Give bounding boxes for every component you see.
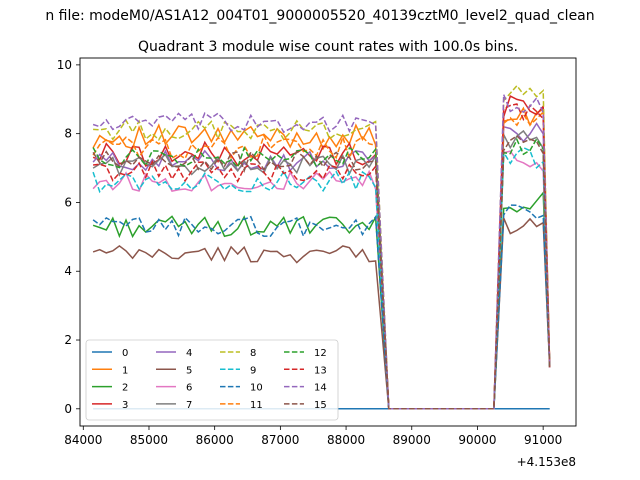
- x-tick-label: 88000: [327, 433, 365, 447]
- legend-label-8: 8: [250, 348, 256, 359]
- legend-label-11: 11: [250, 400, 263, 411]
- y-tick-label: 8: [64, 127, 72, 141]
- x-tick-label: 87000: [261, 433, 299, 447]
- legend-label-9: 9: [250, 365, 256, 376]
- y-axis-ticks: 0 2 4 6 8 10: [57, 58, 80, 416]
- x-tick-label: 84000: [64, 433, 102, 447]
- series-line-10: [92, 204, 551, 410]
- series-layer: [92, 84, 551, 410]
- series-line-15: [92, 134, 551, 410]
- legend-label-0: 0: [122, 348, 128, 359]
- legend-label-4: 4: [186, 348, 192, 359]
- series-line-12: [92, 137, 551, 410]
- legend-label-2: 2: [122, 383, 128, 394]
- x-offset-label: +4.153e8: [517, 455, 576, 469]
- figure-suptitle: n file: modeM0/AS1A12_004T01_9000005520_…: [45, 8, 594, 24]
- legend-label-14: 14: [314, 383, 327, 394]
- legend-box: [85, 339, 339, 421]
- legend-label-1: 1: [122, 365, 128, 376]
- legend-label-15: 15: [314, 400, 327, 411]
- legend-label-5: 5: [186, 365, 192, 376]
- y-tick-label: 0: [64, 402, 72, 416]
- x-tick-label: 91000: [524, 433, 562, 447]
- legend-label-7: 7: [186, 400, 192, 411]
- legend-label-12: 12: [314, 348, 327, 359]
- x-axis-ticks: 84000 85000 86000 87000 88000 89000 90000 91000: [64, 426, 562, 447]
- x-tick-label: 90000: [458, 433, 496, 447]
- plot-frame: [79, 57, 577, 427]
- legend-label-13: 13: [314, 365, 327, 376]
- y-tick-label: 6: [64, 195, 72, 209]
- y-tick-label: 10: [57, 58, 72, 72]
- x-tick-label: 89000: [393, 433, 431, 447]
- x-tick-label: 86000: [196, 433, 234, 447]
- legend-label-6: 6: [186, 383, 192, 394]
- y-tick-label: 2: [64, 333, 72, 347]
- legend-label-3: 3: [122, 400, 128, 411]
- legend-label-10: 10: [250, 383, 263, 394]
- x-tick-label: 85000: [130, 433, 168, 447]
- y-tick-label: 4: [64, 264, 72, 278]
- chart-title: Quadrant 3 module wise count rates with …: [138, 39, 518, 55]
